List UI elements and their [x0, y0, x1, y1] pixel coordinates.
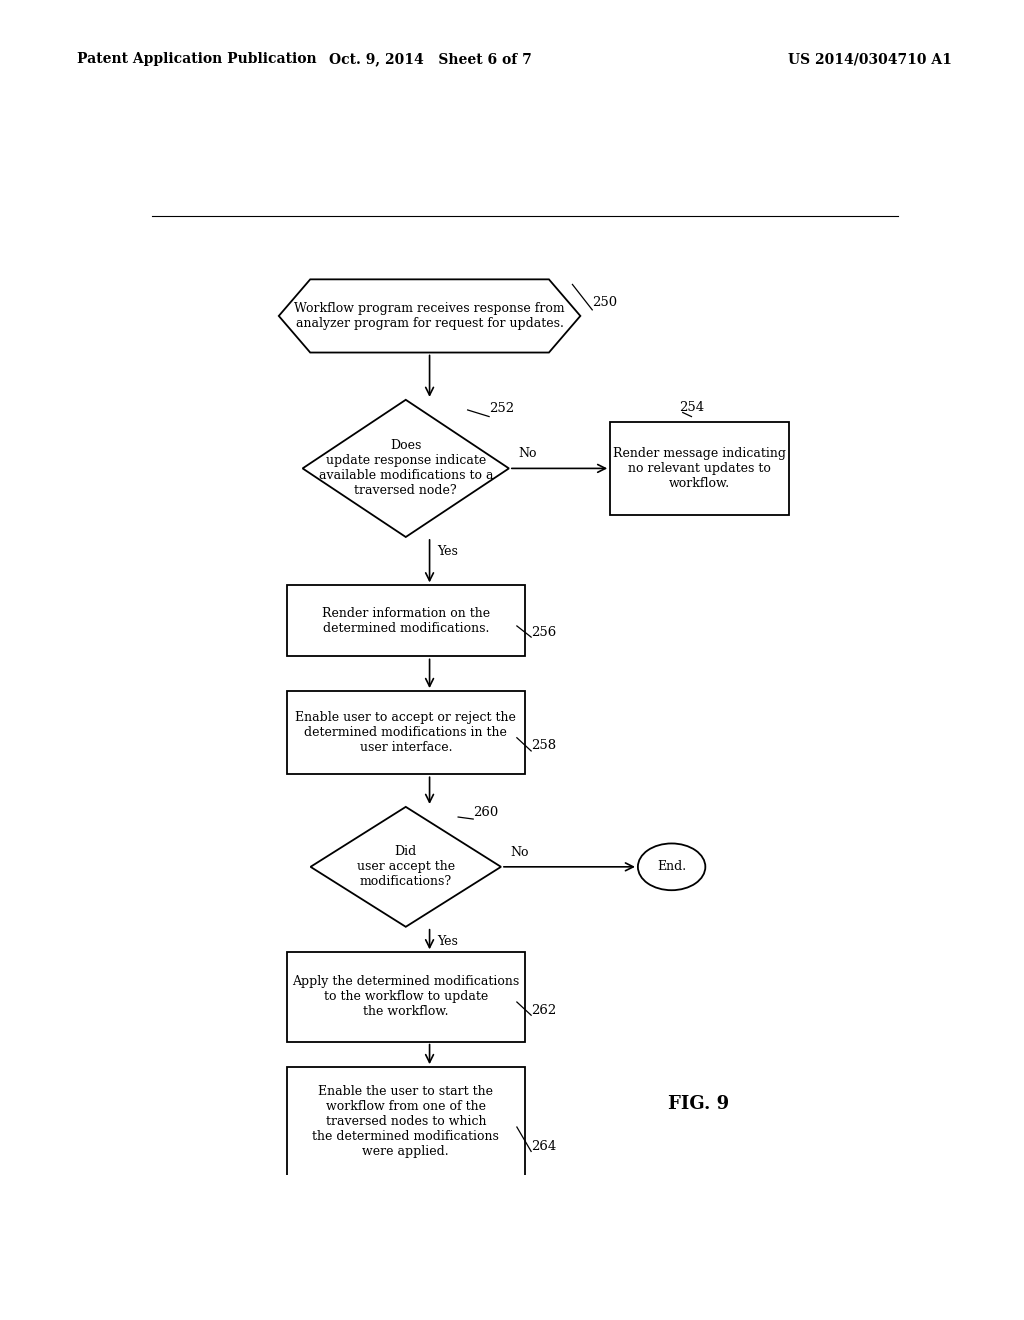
Text: 250: 250: [592, 296, 617, 309]
Bar: [287, 690, 525, 775]
Text: Does
update response indicate
available modifications to a
traversed node?: Does update response indicate available …: [318, 440, 493, 498]
Text: Yes: Yes: [437, 935, 459, 948]
Text: Render information on the
determined modifications.: Render information on the determined mod…: [322, 607, 489, 635]
Bar: [610, 421, 788, 515]
Text: 264: 264: [531, 1140, 556, 1152]
Text: 252: 252: [489, 401, 514, 414]
Text: Render message indicating
no relevant updates to
workflow.: Render message indicating no relevant up…: [613, 447, 785, 490]
Text: No: No: [511, 846, 529, 859]
Bar: [287, 585, 525, 656]
Text: Apply the determined modifications
to the workflow to update
the workflow.: Apply the determined modifications to th…: [292, 975, 519, 1019]
Text: End.: End.: [657, 861, 686, 874]
Text: 258: 258: [531, 739, 556, 752]
Text: 262: 262: [531, 1003, 556, 1016]
Bar: [287, 952, 525, 1041]
Text: 254: 254: [679, 401, 703, 414]
Text: 260: 260: [473, 807, 499, 820]
Text: Patent Application Publication: Patent Application Publication: [77, 53, 316, 66]
Text: 256: 256: [531, 626, 556, 639]
Bar: [287, 1067, 525, 1177]
Text: Enable the user to start the
workflow from one of the
traversed nodes to which
t: Enable the user to start the workflow fr…: [312, 1085, 499, 1159]
Text: Enable user to accept or reject the
determined modifications in the
user interfa: Enable user to accept or reject the dete…: [295, 711, 516, 754]
Text: Workflow program receives response from
analyzer program for request for updates: Workflow program receives response from …: [294, 302, 565, 330]
Text: Oct. 9, 2014   Sheet 6 of 7: Oct. 9, 2014 Sheet 6 of 7: [329, 53, 531, 66]
Text: No: No: [518, 447, 537, 461]
Text: Did
user accept the
modifications?: Did user accept the modifications?: [356, 845, 455, 888]
Text: Yes: Yes: [437, 545, 459, 558]
Text: US 2014/0304710 A1: US 2014/0304710 A1: [788, 53, 952, 66]
Text: FIG. 9: FIG. 9: [668, 1094, 729, 1113]
